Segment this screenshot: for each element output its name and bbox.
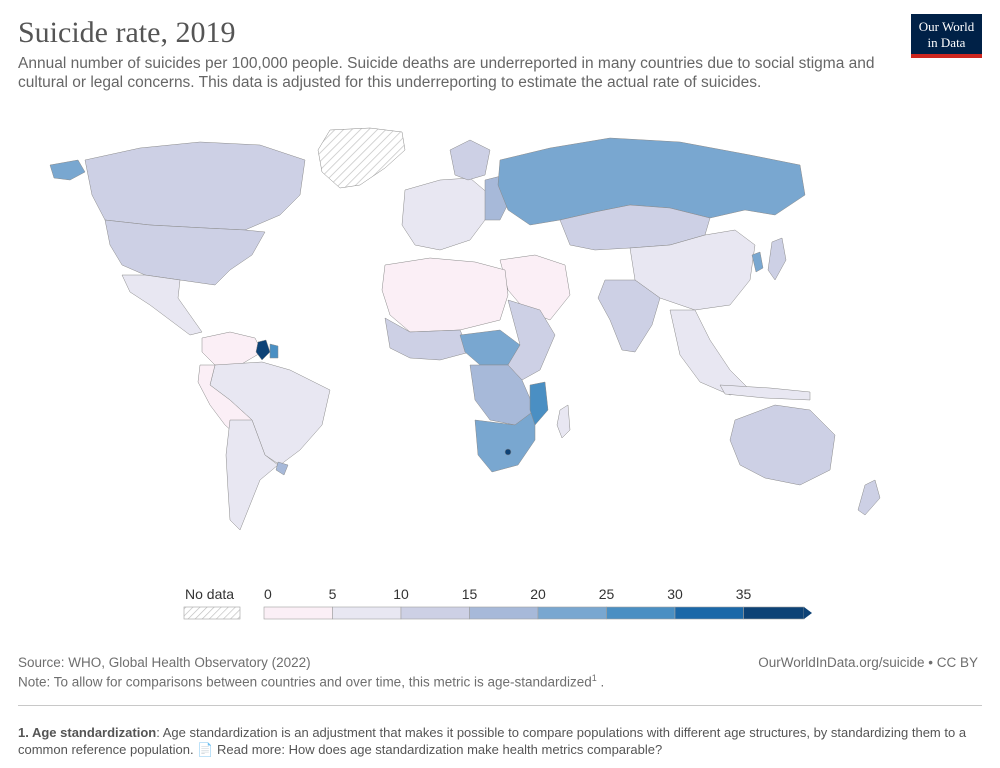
legend-bin bbox=[674, 606, 744, 620]
read-more-link[interactable]: Read more: How does age standardization … bbox=[217, 742, 663, 757]
color-legend: No data 0 5 10 15 20 25 30 35 bbox=[183, 586, 812, 620]
document-icon: 📄 bbox=[197, 742, 214, 757]
note-body: Note: To allow for comparisons between c… bbox=[18, 674, 592, 690]
source-text: Source: WHO, Global Health Observatory (… bbox=[18, 655, 311, 670]
legend-bin bbox=[537, 606, 607, 620]
country-north-africa[interactable] bbox=[381, 257, 509, 333]
country-mexico[interactable] bbox=[121, 274, 203, 336]
note-text: Note: To allow for comparisons between c… bbox=[18, 673, 604, 690]
country-east-africa[interactable] bbox=[507, 299, 556, 381]
legend-bin bbox=[400, 606, 470, 620]
url-license[interactable]: OurWorldInData.org/suicide • CC BY bbox=[758, 655, 978, 670]
country-argentina-chile[interactable] bbox=[225, 419, 279, 531]
country-madagascar[interactable] bbox=[556, 404, 571, 439]
country-scandinavia[interactable] bbox=[449, 139, 491, 181]
legend-tick-label: 20 bbox=[530, 586, 546, 602]
country-guyana[interactable] bbox=[255, 339, 271, 361]
world-map[interactable] bbox=[30, 120, 910, 550]
legend-no-data-label: No data bbox=[185, 586, 234, 602]
legend-tick-label: 0 bbox=[264, 586, 272, 602]
country-lesotho[interactable] bbox=[504, 448, 512, 456]
country-west-africa[interactable] bbox=[384, 317, 471, 361]
legend-tick-label: 35 bbox=[736, 586, 752, 602]
footer-divider bbox=[18, 705, 982, 706]
legend-bin bbox=[469, 606, 539, 620]
country-australia[interactable] bbox=[729, 404, 836, 486]
legend-tick-label: 30 bbox=[667, 586, 683, 602]
owid-logo[interactable]: Our World in Data bbox=[911, 14, 982, 58]
legend-tick-label: 25 bbox=[599, 586, 615, 602]
country-india[interactable] bbox=[597, 279, 661, 353]
country-uruguay[interactable] bbox=[275, 461, 289, 476]
legend-bin bbox=[332, 606, 402, 620]
chart-title: Suicide rate, 2019 bbox=[18, 16, 236, 49]
country-colombia-venezuela[interactable] bbox=[201, 331, 263, 366]
footnote: 1. Age standardization: Age standardizat… bbox=[18, 724, 982, 758]
country-canada[interactable] bbox=[84, 141, 306, 231]
footnote-label: 1. Age standardization bbox=[18, 725, 157, 740]
legend-bin bbox=[743, 606, 805, 620]
legend-tick-label: 5 bbox=[329, 586, 337, 602]
country-suriname[interactable] bbox=[269, 343, 279, 359]
legend-tick-label: 15 bbox=[462, 586, 478, 602]
country-usa[interactable] bbox=[104, 219, 266, 286]
legend-tick-label: 10 bbox=[393, 586, 409, 602]
logo-line-2: in Data bbox=[927, 35, 966, 50]
country-korea[interactable] bbox=[751, 251, 764, 273]
country-south-africa[interactable] bbox=[474, 409, 536, 473]
country-western-europe[interactable] bbox=[401, 177, 491, 251]
country-mozambique[interactable] bbox=[529, 381, 549, 426]
legend-bin bbox=[606, 606, 676, 620]
note-superscript: 1 bbox=[591, 673, 597, 683]
footnote-text: : Age standardization is an adjustment t… bbox=[18, 725, 967, 757]
country-japan[interactable] bbox=[767, 237, 787, 281]
country-greenland[interactable] bbox=[317, 127, 406, 189]
country-new-zealand[interactable] bbox=[857, 479, 881, 516]
country-middle-east[interactable] bbox=[499, 254, 571, 321]
country-indonesia[interactable] bbox=[719, 384, 811, 401]
logo-line-1: Our World bbox=[918, 19, 975, 34]
legend-no-data-swatch bbox=[183, 606, 241, 620]
country-russia[interactable] bbox=[497, 137, 806, 226]
country-alaska[interactable] bbox=[49, 159, 86, 181]
legend-bin bbox=[263, 606, 333, 620]
note-end: . bbox=[596, 674, 605, 690]
country-southeast-asia[interactable] bbox=[669, 309, 751, 396]
legend-arrow bbox=[804, 607, 812, 619]
chart-subtitle: Annual number of suicides per 100,000 pe… bbox=[18, 55, 875, 91]
